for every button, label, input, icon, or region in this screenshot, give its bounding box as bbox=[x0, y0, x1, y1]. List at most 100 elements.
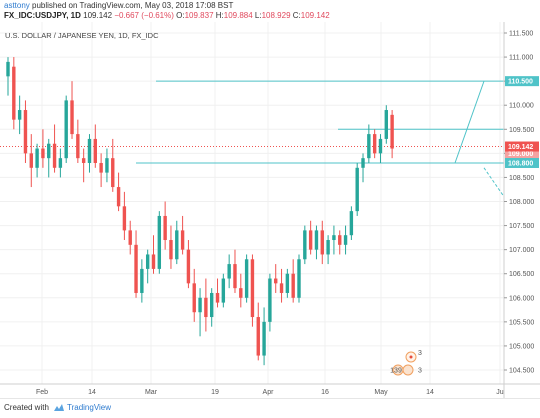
price-tick-label: 108.000 bbox=[509, 199, 534, 206]
candle-body bbox=[256, 317, 260, 356]
low-value: 108.929 bbox=[261, 11, 291, 20]
chart-background bbox=[0, 22, 540, 398]
candle-body bbox=[17, 110, 22, 120]
event-marker-flags-2[interactable] bbox=[402, 364, 414, 376]
candle-body bbox=[262, 321, 266, 356]
candle-body bbox=[81, 158, 86, 163]
candle-body bbox=[58, 158, 63, 168]
candle-body bbox=[361, 158, 365, 168]
candle-body bbox=[332, 235, 336, 241]
candle-body bbox=[64, 100, 68, 159]
candle-body bbox=[239, 288, 243, 298]
candle-body bbox=[116, 187, 121, 207]
candle-body bbox=[297, 259, 301, 298]
projection-path-down[interactable] bbox=[483, 167, 505, 197]
candle-body bbox=[274, 278, 278, 284]
time-tick-label: Ju bbox=[496, 389, 504, 396]
time-tick-label: Feb bbox=[36, 389, 48, 396]
close-value: 109.142 bbox=[300, 11, 330, 20]
projection-path-up[interactable] bbox=[454, 80, 485, 164]
time-tick-label: Apr bbox=[263, 389, 275, 396]
candle-body bbox=[343, 235, 348, 245]
candle-body bbox=[338, 235, 342, 245]
low-label: L: bbox=[254, 11, 262, 20]
candle-body bbox=[215, 292, 220, 303]
candle-body bbox=[250, 259, 255, 318]
high-label: H: bbox=[215, 11, 224, 20]
candle-body bbox=[99, 162, 103, 173]
open-value: 109.837 bbox=[184, 11, 214, 20]
candle-body bbox=[87, 138, 92, 163]
price-tick-label: 104.500 bbox=[509, 368, 534, 375]
price-chart[interactable]: 139 3 3 U.S. DOLLAR / JAPANESE YEN, 1D, FX… bbox=[0, 22, 540, 398]
footer: Created with TradingView bbox=[0, 398, 540, 418]
candle-body bbox=[378, 138, 383, 154]
publish-info: asttony published on TradingView.com, Ma… bbox=[4, 1, 233, 10]
candle-body bbox=[151, 254, 156, 269]
symbol-description: U.S. DOLLAR / JAPANESE YEN, 1D, FX_IDC bbox=[5, 31, 159, 40]
candle-body bbox=[29, 153, 33, 168]
label-109-000: 109.000 bbox=[508, 151, 533, 158]
drawings-layer[interactable]: 139 3 3 bbox=[390, 80, 505, 376]
candle-body bbox=[41, 148, 45, 159]
label-108-800: 108.800 bbox=[508, 160, 533, 167]
price-tick-label: 110.000 bbox=[509, 103, 534, 110]
candle-body bbox=[122, 206, 127, 231]
candle-body bbox=[105, 158, 109, 173]
candle-body bbox=[35, 148, 39, 168]
price-tick-label: 105.000 bbox=[509, 343, 534, 350]
price-tick-label: 109.500 bbox=[509, 127, 534, 134]
candle-body bbox=[198, 297, 202, 313]
time-axis[interactable]: Feb 14 Mar 19 Apr 16 May 14 Ju bbox=[36, 389, 504, 396]
candle-body bbox=[111, 158, 115, 188]
candle-body bbox=[128, 230, 132, 245]
author-link[interactable]: asttony bbox=[4, 1, 30, 10]
price-change: −0.667 (−0.61%) bbox=[114, 11, 174, 20]
candle-body bbox=[372, 134, 377, 154]
label-109-000-bg bbox=[505, 148, 539, 159]
candle-body bbox=[134, 244, 138, 293]
candle-body bbox=[70, 100, 74, 135]
candle-body bbox=[326, 240, 330, 255]
price-tick-label: 106.500 bbox=[509, 271, 534, 278]
candle-body bbox=[140, 268, 144, 293]
time-tick-label: Mar bbox=[145, 389, 158, 396]
publish-text: published on TradingView.com, May 03, 20… bbox=[32, 1, 234, 10]
event-count-a: 139 bbox=[390, 368, 402, 375]
time-tick-label: 14 bbox=[426, 389, 434, 396]
price-tick-label: 111.500 bbox=[509, 31, 533, 38]
tradingview-logo-icon bbox=[54, 404, 64, 411]
label-108-800-bg bbox=[505, 157, 539, 168]
tradingview-brand-link[interactable]: TradingView bbox=[67, 403, 112, 412]
candle-body bbox=[192, 283, 196, 313]
candle-body bbox=[285, 273, 290, 293]
candle-body bbox=[227, 264, 231, 279]
candle-body bbox=[180, 230, 185, 250]
time-tick-label: 16 bbox=[321, 389, 329, 396]
candle-body bbox=[47, 143, 51, 159]
horizontal-levels[interactable] bbox=[0, 80, 504, 164]
open-label: O: bbox=[176, 11, 185, 20]
high-value: 109.884 bbox=[223, 11, 253, 20]
candle-body bbox=[268, 278, 272, 322]
candle-body bbox=[175, 230, 179, 260]
price-tick-label: 107.000 bbox=[509, 247, 534, 254]
candle-body bbox=[163, 215, 167, 241]
candle-body bbox=[390, 114, 394, 149]
label-110-500-bg bbox=[505, 76, 539, 87]
candle-body bbox=[244, 259, 249, 298]
event-marker-dot bbox=[409, 355, 413, 359]
candle-body bbox=[76, 134, 80, 159]
time-tick-label: 14 bbox=[88, 389, 96, 396]
candle-body bbox=[355, 167, 359, 212]
candle-body bbox=[233, 264, 237, 289]
price-tick-label: 111.000 bbox=[509, 55, 533, 62]
created-with-label: Created with bbox=[4, 403, 49, 412]
price-tick-label: 106.000 bbox=[509, 295, 534, 302]
candle-body bbox=[52, 143, 57, 168]
candle-body bbox=[384, 110, 388, 139]
candles-layer bbox=[6, 57, 394, 366]
event-count-c: 3 bbox=[418, 350, 422, 357]
candle-body bbox=[221, 278, 226, 303]
